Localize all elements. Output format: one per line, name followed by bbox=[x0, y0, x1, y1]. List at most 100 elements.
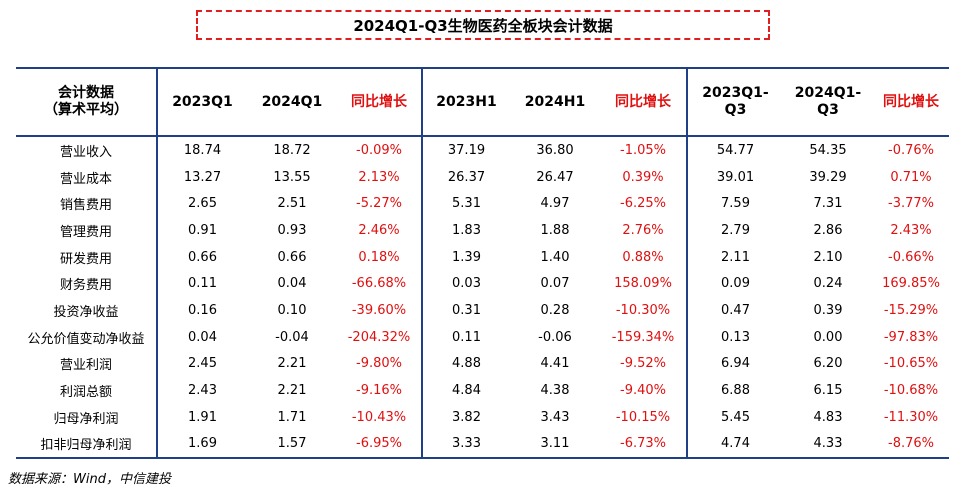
yoy-growth-cell: 2.13% bbox=[337, 163, 423, 191]
value-cell: 0.10 bbox=[277, 302, 307, 318]
value-cell: 26.47 bbox=[536, 169, 574, 185]
header-col: 2023Q1- Q3 bbox=[687, 67, 783, 137]
value-cell: -0.06 bbox=[538, 329, 572, 345]
yoy-growth-cell: -159.34% bbox=[600, 323, 688, 351]
yoy-growth-cell: -11.30% bbox=[883, 409, 939, 425]
yoy-growth-cell: -5.27% bbox=[337, 190, 423, 218]
value-cell: 39.01 bbox=[716, 169, 755, 185]
value-cell: 13.55 bbox=[273, 169, 311, 185]
yoy-growth-cell: -9.40% bbox=[600, 377, 688, 404]
value-cell: 0.00 bbox=[813, 329, 843, 345]
value-cell: 2.45 bbox=[188, 356, 217, 372]
table-body: 营业收入 18.74 18.72 -0.09% 37.19 36.80 -1.05% 54.7… bbox=[16, 136, 949, 460]
value-cell: 6.88 bbox=[721, 383, 750, 399]
value-cell: 0.11 bbox=[188, 276, 217, 292]
value-cell: 13.27 bbox=[183, 169, 222, 185]
value-cell: 0.07 bbox=[540, 276, 570, 292]
value-cell: 3.43 bbox=[540, 409, 570, 425]
value-cell: 0.66 bbox=[277, 249, 307, 265]
row-label: 归母净利润 bbox=[16, 403, 158, 431]
value-cell: 0.24 bbox=[813, 276, 843, 292]
yoy-growth-cell: -8.76% bbox=[873, 430, 949, 460]
table-row: 营业收入 18.74 18.72 -0.09% 37.19 36.80 -1.05% 54.7… bbox=[16, 136, 949, 164]
value-cell: 0.03 bbox=[452, 276, 481, 292]
row-label: 研发费用 bbox=[16, 243, 158, 271]
table-row: 销售费用 2.65 2.51 -5.27% 5.31 4.97 -6.25% 7.59 7.31… bbox=[16, 190, 949, 218]
header-col: 2024H1 bbox=[510, 67, 600, 137]
yoy-growth-cell: 2.76% bbox=[600, 217, 688, 244]
yoy-growth-cell: -15.29% bbox=[883, 302, 939, 318]
value-cell: 6.20 bbox=[813, 356, 843, 372]
value-cell: 1.88 bbox=[540, 222, 570, 238]
value-cell: 0.93 bbox=[277, 222, 307, 238]
value-cell: 4.38 bbox=[540, 383, 570, 399]
row-label: 投资净收益 bbox=[16, 297, 158, 324]
header-col-yoy: 同比增长 bbox=[600, 67, 688, 137]
row-label: 销售费用 bbox=[16, 190, 158, 218]
value-cell: 0.91 bbox=[188, 222, 217, 238]
yoy-growth-cell: -10.15% bbox=[600, 403, 688, 431]
value-cell: 0.66 bbox=[188, 249, 217, 265]
yoy-growth-cell: -6.25% bbox=[600, 190, 688, 218]
value-cell: 5.31 bbox=[452, 196, 481, 212]
value-cell: 7.59 bbox=[721, 196, 750, 212]
value-cell: 2.21 bbox=[277, 383, 307, 399]
value-cell: 3.82 bbox=[452, 409, 481, 425]
value-cell: 4.33 bbox=[783, 430, 873, 460]
yoy-growth-cell: -6.73% bbox=[600, 430, 688, 460]
value-cell: 2.79 bbox=[721, 222, 750, 238]
value-cell: 1.69 bbox=[157, 430, 247, 460]
value-cell: 4.88 bbox=[452, 356, 481, 372]
yoy-growth-cell: -66.68% bbox=[337, 270, 423, 298]
yoy-growth-cell: -204.32% bbox=[337, 323, 423, 351]
table-row: 利润总额 2.43 2.21 -9.16% 4.84 4.38 -9.40% 6.88 6.15… bbox=[16, 377, 949, 404]
value-cell: 54.77 bbox=[716, 142, 755, 158]
header-col: 2024Q1- Q3 bbox=[783, 67, 873, 137]
yoy-growth-cell: 2.43% bbox=[890, 222, 932, 238]
value-cell: 4.83 bbox=[813, 409, 843, 425]
header-col-yoy: 同比增长 bbox=[337, 67, 423, 137]
yoy-growth-cell: -10.68% bbox=[883, 383, 939, 399]
header-col: 2024Q1 bbox=[247, 67, 337, 137]
yoy-growth-cell: -0.66% bbox=[888, 249, 934, 265]
table-row: 扣非归母净利润 1.69 1.57 -6.95% 3.33 3.11 -6.73% 4.74 4… bbox=[16, 430, 949, 460]
source-note: 数据来源：Wind，中信建投 bbox=[8, 472, 171, 487]
table-row: 归母净利润 1.91 1.71 -10.43% 3.82 3.43 -10.15% 5.45 4… bbox=[16, 403, 949, 431]
value-cell: 0.28 bbox=[540, 302, 570, 318]
value-cell: 0.11 bbox=[452, 329, 481, 345]
table-row: 投资净收益 0.16 0.10 -39.60% 0.31 0.28 -10.30% 0.47 0… bbox=[16, 297, 949, 324]
table-row: 管理费用 0.91 0.93 2.46% 1.83 1.88 2.76% 2.79 2.86 2.… bbox=[16, 217, 949, 244]
value-cell: 2.10 bbox=[813, 249, 843, 265]
value-cell: 2.51 bbox=[277, 196, 307, 212]
yoy-growth-cell: -10.30% bbox=[600, 297, 688, 324]
value-cell: 2.65 bbox=[188, 196, 217, 212]
value-cell: 0.04 bbox=[188, 329, 217, 345]
yoy-growth-cell: -10.65% bbox=[883, 356, 939, 372]
value-cell: 0.16 bbox=[188, 302, 217, 318]
value-cell: 0.47 bbox=[721, 302, 750, 318]
yoy-growth-cell: -39.60% bbox=[337, 297, 423, 324]
value-cell: 0.31 bbox=[452, 302, 481, 318]
yoy-growth-cell: -3.77% bbox=[888, 196, 934, 212]
table-row: 营业成本 13.27 13.55 2.13% 26.37 26.47 0.39% 39.01 3… bbox=[16, 163, 949, 191]
yoy-growth-cell: 169.85% bbox=[882, 276, 940, 292]
header-label-line2: （算术平均） bbox=[44, 102, 128, 118]
value-cell: 1.83 bbox=[452, 222, 481, 238]
table-header-row: 会计数据 （算术平均） 2023Q1 2024Q1 同比增长 2023H1 20… bbox=[16, 67, 949, 137]
yoy-growth-cell: 2.46% bbox=[337, 217, 423, 244]
value-cell: 4.97 bbox=[540, 196, 570, 212]
yoy-growth-cell: -9.52% bbox=[600, 350, 688, 378]
yoy-growth-cell: -97.83% bbox=[883, 329, 939, 345]
value-cell: 2.43 bbox=[188, 383, 217, 399]
yoy-growth-cell: 0.71% bbox=[890, 169, 932, 185]
row-label: 营业收入 bbox=[16, 136, 158, 164]
value-cell: 4.74 bbox=[687, 430, 783, 460]
value-cell: 2.11 bbox=[721, 249, 750, 265]
value-cell: 1.40 bbox=[540, 249, 570, 265]
accounting-data-table: 会计数据 （算术平均） 2023Q1 2024Q1 同比增长 2023H1 20… bbox=[16, 67, 949, 460]
table-row: 财务费用 0.11 0.04 -66.68% 0.03 0.07 158.09% 0.09 0.… bbox=[16, 270, 949, 298]
yoy-growth-cell: -0.76% bbox=[888, 142, 934, 158]
value-cell: 39.29 bbox=[809, 169, 847, 185]
value-cell: 6.15 bbox=[813, 383, 843, 399]
header-col-yoy: 同比增长 bbox=[873, 67, 949, 137]
